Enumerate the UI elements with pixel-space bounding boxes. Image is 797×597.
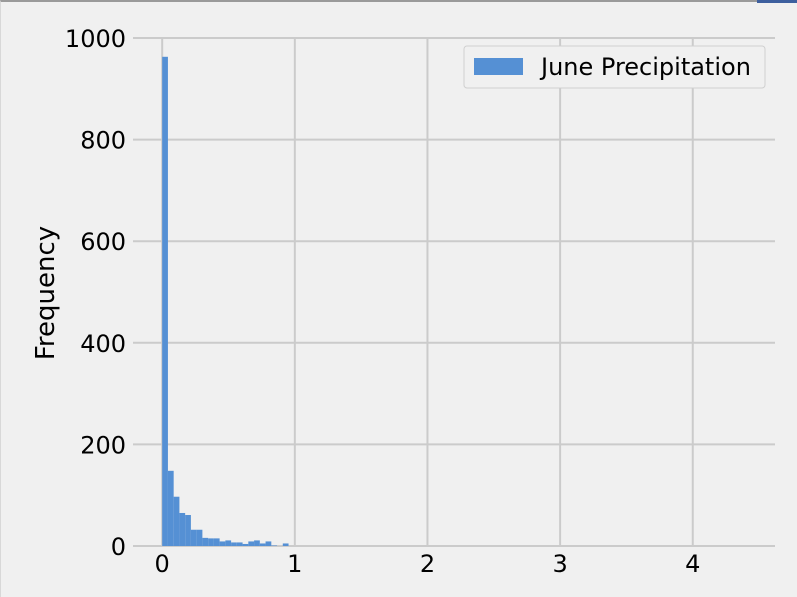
y-tick-label: 0: [111, 533, 126, 561]
histogram-bar: [196, 529, 203, 546]
y-axis-ticks: 0 200 400 600 800 1000: [65, 25, 126, 561]
histogram-bar: [231, 542, 237, 546]
y-tick-label: 200: [80, 431, 126, 459]
histogram-bar: [254, 540, 260, 546]
x-tick-label: 3: [552, 550, 567, 578]
histogram-bar: [248, 541, 255, 546]
x-tick-label: 1: [287, 550, 302, 578]
histogram-bar: [236, 542, 243, 546]
window-corner-tab: [757, 0, 797, 3]
histogram-bar: [282, 543, 289, 546]
y-tick-label: 400: [80, 330, 126, 358]
histogram-bar: [179, 512, 186, 546]
x-axis-ticks: 0 1 2 3 4: [155, 550, 701, 578]
grid-lines: [133, 37, 775, 547]
histogram-bar: [208, 538, 214, 546]
legend-box: [463, 45, 766, 89]
y-tick-label: 1000: [65, 25, 126, 53]
histogram-bars: [162, 56, 289, 547]
y-tick-label: 600: [80, 228, 126, 256]
histogram-bar: [265, 541, 272, 546]
histogram-bar: [162, 56, 168, 547]
histogram-bar: [225, 540, 232, 546]
histogram-bar: [259, 543, 266, 546]
histogram-bar: [185, 515, 191, 546]
histogram-bar: [213, 538, 220, 546]
x-tick-label: 2: [420, 550, 435, 578]
x-tick-label: 4: [685, 550, 700, 578]
histogram-bar: [173, 496, 180, 546]
legend: June Precipitation: [463, 45, 766, 89]
y-tick-label: 800: [80, 127, 126, 155]
histogram-bar: [167, 470, 174, 546]
x-tick-label: 0: [155, 550, 170, 578]
y-axis-label: Frequency: [31, 226, 61, 360]
histogram-bar: [271, 545, 278, 546]
legend-swatch: [474, 58, 523, 75]
histogram-bar: [202, 537, 209, 546]
histogram-bar: [190, 529, 197, 546]
legend-label: June Precipitation: [539, 53, 751, 81]
histogram-bar: [242, 543, 249, 546]
histogram-bar: [219, 541, 226, 546]
